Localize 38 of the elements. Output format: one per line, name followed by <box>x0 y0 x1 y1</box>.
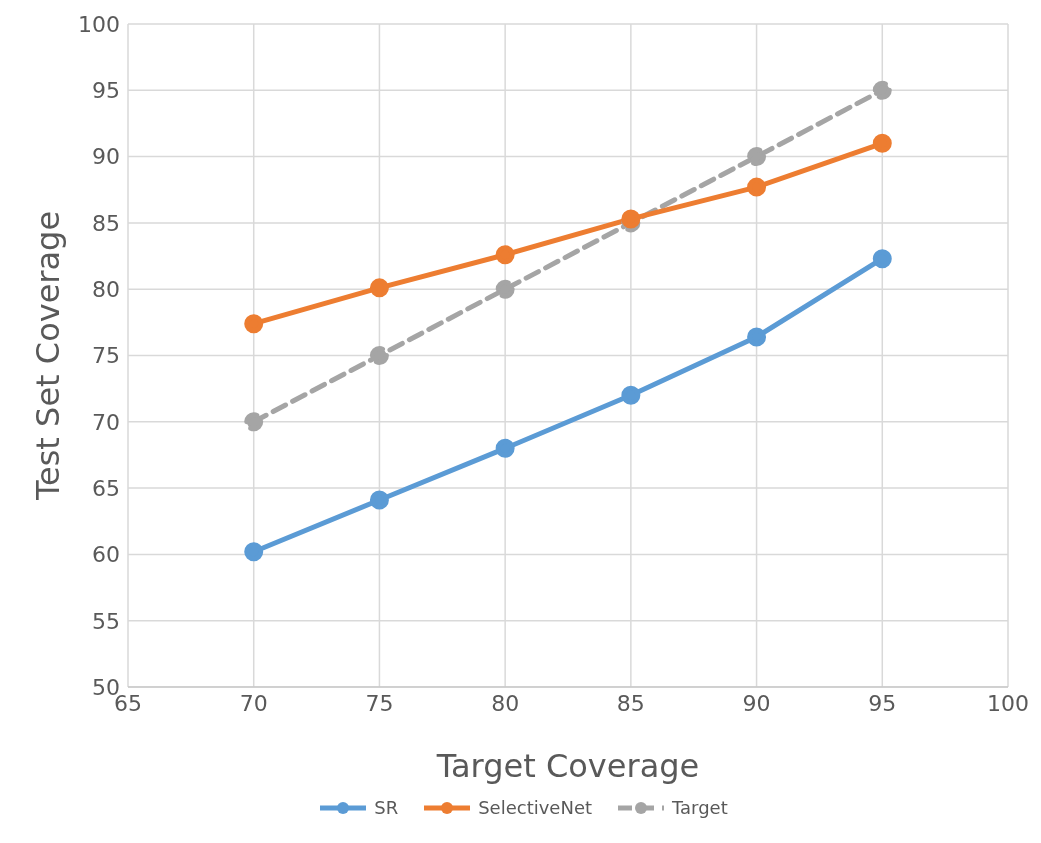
x-tick-label: 70 <box>239 690 268 716</box>
point <box>495 279 515 299</box>
y-tick-label: 95 <box>92 78 120 104</box>
legend-label: Target <box>672 797 728 818</box>
point <box>872 249 892 269</box>
x-tick-label: 85 <box>616 690 645 716</box>
y-tick-label: 70 <box>92 409 120 435</box>
x-axis-title: Target Coverage <box>435 747 700 785</box>
point <box>747 177 767 197</box>
point <box>495 438 515 458</box>
point <box>872 133 892 153</box>
x-tick-label: 75 <box>365 690 394 716</box>
point <box>244 542 264 562</box>
y-tick-label: 80 <box>92 277 120 303</box>
y-tick-label: 65 <box>92 475 120 501</box>
y-tick-label: 75 <box>92 343 120 369</box>
y-tick-label: 55 <box>92 608 120 634</box>
point <box>369 490 389 510</box>
point <box>747 327 767 347</box>
y-tick-label: 90 <box>92 144 120 170</box>
legend-label: SelectiveNet <box>478 797 593 818</box>
x-tick-label: 100 <box>987 690 1029 716</box>
point <box>369 346 389 365</box>
point <box>747 147 767 167</box>
y-axis-title: Test Set Coverage <box>29 210 68 502</box>
point <box>872 80 892 100</box>
point <box>621 385 641 405</box>
legend-label: SR <box>374 797 399 818</box>
y-tick-label: 85 <box>92 210 120 236</box>
y-tick-label: 100 <box>78 11 120 37</box>
point <box>369 278 389 298</box>
x-tick-label: 95 <box>868 690 897 716</box>
x-tick-label: 90 <box>742 690 771 716</box>
point <box>244 412 264 432</box>
y-tick-label: 60 <box>92 542 120 568</box>
point <box>495 245 515 265</box>
point <box>244 314 264 334</box>
x-tick-label: 80 <box>491 690 520 716</box>
